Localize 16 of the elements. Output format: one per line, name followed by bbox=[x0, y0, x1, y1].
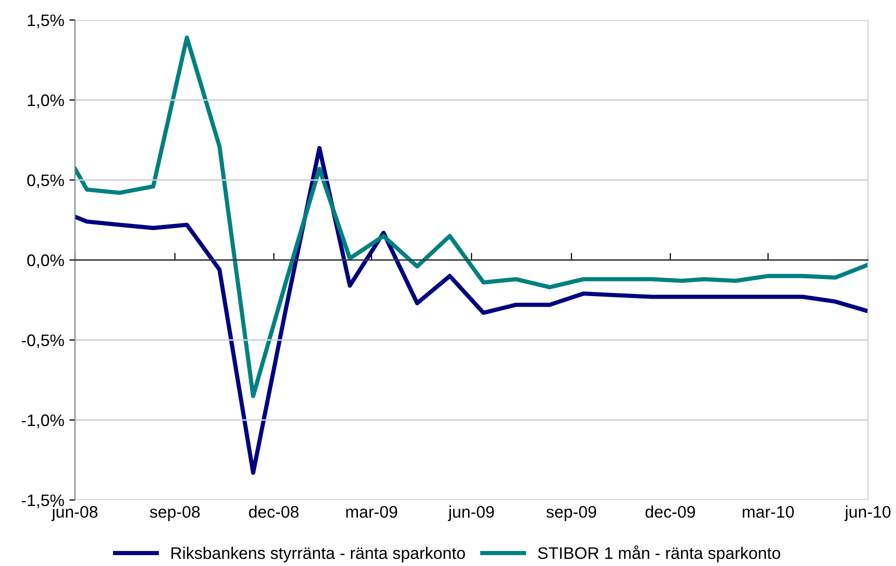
y-tick-label: 0,0% bbox=[27, 254, 64, 268]
y-tick-label: 1,0% bbox=[28, 94, 64, 108]
y-tick-label: 0,5% bbox=[27, 174, 64, 188]
y-tick-label: -0,5% bbox=[22, 334, 64, 348]
y-tick-label: 1,5% bbox=[28, 14, 64, 28]
legend-label: STIBOR 1 mån - ränta sparkonto bbox=[538, 545, 780, 562]
x-tick-label: dec-09 bbox=[646, 506, 695, 518]
x-tick-label: dec-08 bbox=[249, 506, 299, 518]
x-tick-label: mar-10 bbox=[742, 506, 794, 518]
legend-label: Riksbankens styrränta - ränta sparkonto bbox=[171, 546, 465, 562]
x-tick-label: jun-10 bbox=[844, 506, 891, 522]
x-tick-label: sep-08 bbox=[150, 506, 200, 522]
y-tick-label: -1,0% bbox=[22, 414, 64, 428]
x-tick-label: mar-09 bbox=[346, 506, 398, 518]
x-tick-label: jun-09 bbox=[448, 506, 494, 522]
x-tick-label: sep-09 bbox=[546, 506, 596, 522]
